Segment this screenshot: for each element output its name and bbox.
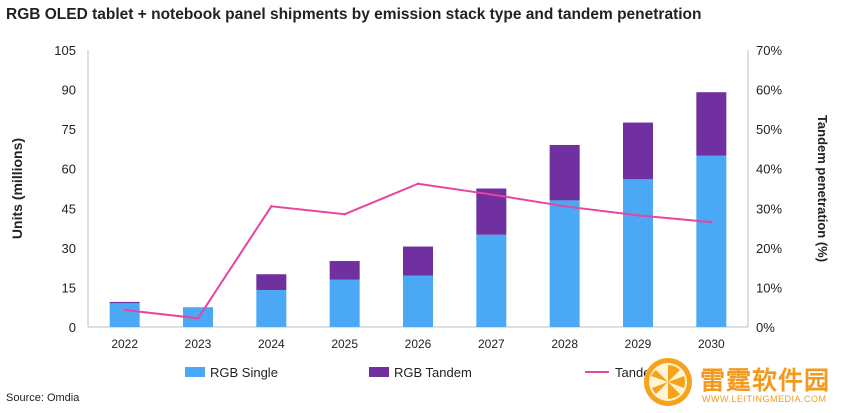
y2-tick-label: 20%: [756, 241, 782, 256]
y2-tick-label: 0%: [756, 320, 775, 335]
bar-rgb-single: [623, 179, 653, 327]
y-tick-label: 105: [54, 43, 76, 58]
x-tick-label: 2022: [111, 337, 138, 351]
y2-tick-label: 50%: [756, 122, 782, 137]
bar-rgb-tandem: [329, 261, 360, 280]
source-note: Source: Omdia: [6, 392, 80, 404]
tandem-point: [636, 214, 640, 217]
tandem-point: [196, 317, 200, 320]
legend-label: RGB Single: [210, 365, 278, 380]
x-tick-label: 2023: [185, 337, 212, 351]
chart-title: RGB OLED tablet + notebook panel shipmen…: [6, 6, 702, 23]
x-tick-label: 2024: [258, 337, 285, 351]
y2-tick-label: 40%: [756, 162, 782, 177]
bar-rgb-tandem: [109, 301, 140, 304]
tandem-point: [343, 213, 346, 216]
x-tick-label: 2026: [405, 337, 432, 351]
tandem-point: [123, 308, 126, 312]
tandem-point: [416, 182, 420, 185]
bar-rgb-single: [549, 200, 580, 327]
y2-tick-label: 60%: [756, 83, 782, 98]
orange-slice-icon: [644, 358, 692, 406]
bar-rgb-single: [696, 155, 727, 327]
legend-swatch: [369, 367, 389, 377]
bar-rgb-single: [476, 234, 507, 327]
y-tick-label: 60: [62, 162, 76, 177]
y2-tick-label: 70%: [756, 43, 782, 58]
bar-rgb-single: [329, 279, 360, 327]
y2-tick-label: 30%: [756, 201, 782, 216]
bar-rgb-tandem: [696, 92, 727, 156]
bar-rgb-tandem: [549, 144, 580, 201]
bar-rgb-tandem: [256, 274, 287, 291]
tandem-point: [490, 193, 493, 196]
bar-rgb-single: [403, 275, 433, 327]
y2-axis-title: Tandem penetration (%): [815, 115, 830, 262]
x-tick-label: 2030: [698, 337, 725, 351]
tandem-point: [710, 220, 713, 224]
y-tick-label: 15: [62, 280, 76, 295]
x-tick-label: 2027: [478, 337, 505, 351]
x-tick-label: 2025: [331, 337, 358, 351]
y-tick-label: 75: [62, 122, 76, 137]
y2-tick-label: 10%: [756, 280, 782, 295]
y-tick-label: 0: [69, 320, 76, 335]
x-tick-label: 2029: [625, 337, 652, 351]
bar-rgb-single: [109, 303, 140, 327]
y-tick-label: 45: [62, 201, 76, 216]
watermark-logo: 雷霆软件园 WWW.LEITINGMEDIA.COM: [640, 356, 845, 408]
bar-rgb-tandem: [623, 122, 653, 180]
x-tick-label: 2028: [551, 337, 578, 351]
tandem-point: [270, 205, 273, 208]
y-tick-label: 90: [62, 83, 76, 98]
watermark-url: WWW.LEITINGMEDIA.COM: [702, 394, 827, 404]
y-tick-label: 30: [62, 241, 76, 256]
bar-rgb-single: [256, 290, 287, 327]
bar-rgb-tandem: [403, 246, 433, 276]
watermark-text: 雷霆软件园: [700, 366, 831, 395]
legend-label: RGB Tandem: [394, 365, 472, 380]
y-axis-title: Units (millions): [9, 138, 25, 239]
legend-swatch: [185, 367, 205, 377]
tandem-point: [563, 205, 566, 208]
